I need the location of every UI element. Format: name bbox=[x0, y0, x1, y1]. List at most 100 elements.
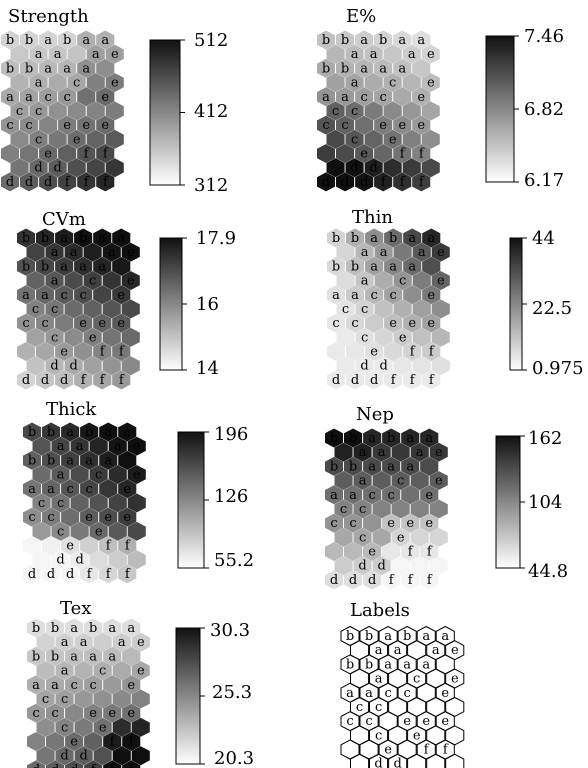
hex-cell-label: a bbox=[416, 445, 424, 460]
hex-cell-label: c bbox=[61, 692, 68, 707]
hex-cell bbox=[393, 115, 412, 135]
hex-cell-label: d bbox=[379, 359, 387, 374]
hex-cell bbox=[27, 675, 45, 695]
hex-cell bbox=[32, 465, 51, 484]
hex-cell-label: f bbox=[103, 175, 109, 190]
hex-cell bbox=[334, 471, 353, 490]
hex-cell-label: a bbox=[66, 425, 74, 440]
colorbar-tick-mid: 6.82 bbox=[524, 99, 564, 120]
hex-cell bbox=[105, 158, 124, 178]
hex-cell-label: f bbox=[100, 345, 106, 360]
hex-cell bbox=[420, 513, 439, 533]
hex-cell-label: c bbox=[322, 118, 329, 133]
hex-cell bbox=[369, 753, 389, 768]
hex-cell bbox=[80, 450, 99, 470]
hex-cell-label: e bbox=[441, 714, 449, 729]
hex-map: bbabaaaaaebbaaaaceaaccecccceeeceeffddddd… bbox=[340, 625, 465, 768]
hex-cell bbox=[67, 44, 86, 64]
hex-cell bbox=[122, 703, 141, 723]
hex-cell bbox=[93, 689, 112, 709]
hex-cell-label: f bbox=[125, 539, 131, 554]
colorbar-tick-bottom: 20.3 bbox=[214, 748, 254, 768]
hex-cell-label: e bbox=[435, 445, 443, 460]
hex-cell-label: e bbox=[435, 474, 443, 489]
hex-cell-label: c bbox=[70, 678, 77, 693]
hex-cell bbox=[317, 144, 335, 163]
colorbar-tick-top: 44 bbox=[532, 228, 555, 249]
hex-cell-label: e bbox=[427, 47, 435, 62]
hex-cell bbox=[84, 675, 103, 695]
hex-cell-label: f bbox=[125, 567, 131, 582]
hex-cell bbox=[122, 760, 141, 768]
hex-cell bbox=[431, 299, 450, 319]
hex-cell bbox=[84, 646, 103, 666]
hex-cell bbox=[112, 313, 131, 333]
hex-cell bbox=[39, 144, 58, 163]
hex-cell-label: c bbox=[16, 104, 23, 119]
hex-cell bbox=[122, 618, 141, 638]
hex-cell-label: a bbox=[98, 259, 106, 274]
hex-cell-label: b bbox=[330, 431, 338, 446]
hex-cell bbox=[336, 58, 355, 78]
hex-cell-label: b bbox=[349, 459, 357, 474]
hex-cell bbox=[420, 570, 439, 590]
hex-cell bbox=[317, 115, 335, 135]
hex-cell bbox=[58, 30, 77, 50]
hex-cell bbox=[355, 242, 374, 262]
hex-cell bbox=[363, 456, 382, 476]
hex-cell-label: f bbox=[381, 175, 387, 190]
hex-cell-label: f bbox=[410, 373, 416, 388]
hex-cell-label: b bbox=[332, 231, 340, 246]
hex-cell bbox=[131, 632, 150, 652]
hex-cell bbox=[365, 285, 384, 305]
hex-cell-label: a bbox=[418, 245, 426, 260]
hex-cell bbox=[364, 101, 383, 121]
hex-cell-label: b bbox=[389, 231, 397, 246]
hex-cell bbox=[55, 689, 74, 709]
hex-cell-label: a bbox=[351, 288, 359, 303]
colorbar-tick-mid: 104 bbox=[528, 492, 562, 513]
hex-cell bbox=[401, 513, 420, 533]
hex-cell-label: e bbox=[127, 678, 135, 693]
hex-cell bbox=[383, 158, 402, 178]
hex-cell bbox=[412, 172, 431, 192]
colorbar-tick-bottom: 312 bbox=[194, 175, 228, 196]
hex-cell bbox=[83, 356, 102, 376]
hex-cell bbox=[10, 44, 29, 64]
hex-cell-label: e bbox=[427, 288, 435, 303]
hex-cell bbox=[84, 760, 103, 768]
hex-cell bbox=[121, 356, 140, 376]
hex-cell-label: a bbox=[380, 245, 388, 260]
hex-cell bbox=[1, 115, 19, 135]
hex-cell-label: e bbox=[368, 545, 376, 560]
hex-cell-label: a bbox=[441, 629, 449, 644]
hex-cell-label: c bbox=[332, 104, 339, 119]
hex-cell bbox=[36, 746, 55, 766]
hex-cell-label: d bbox=[322, 175, 330, 190]
hex-cell-label: a bbox=[389, 259, 397, 274]
hex-cell-label: e bbox=[79, 316, 87, 331]
hex-cell bbox=[108, 436, 127, 456]
hex-cell-label: c bbox=[25, 118, 32, 133]
hex-cell-label: a bbox=[349, 488, 357, 503]
hex-cell bbox=[96, 30, 115, 50]
hex-cell bbox=[65, 618, 84, 638]
hex-cell bbox=[112, 370, 131, 390]
hex-cell-label: c bbox=[57, 524, 64, 539]
hex-cell-label: d bbox=[330, 573, 338, 588]
hex-cell bbox=[421, 129, 440, 149]
hex-cell bbox=[372, 442, 391, 462]
hex-cell-label: b bbox=[332, 259, 340, 274]
hex-cell-label: c bbox=[64, 90, 71, 105]
hex-cell-label: c bbox=[330, 516, 337, 531]
hex-cell bbox=[55, 661, 74, 680]
hex-cell bbox=[412, 87, 431, 107]
hex-cell bbox=[36, 256, 55, 276]
hex-cell bbox=[27, 618, 45, 638]
hex-cell-label: a bbox=[61, 635, 69, 650]
hex-cell bbox=[17, 370, 35, 390]
hex-cell bbox=[102, 299, 121, 319]
hex-cell bbox=[326, 129, 345, 149]
hex-cell bbox=[55, 256, 74, 276]
